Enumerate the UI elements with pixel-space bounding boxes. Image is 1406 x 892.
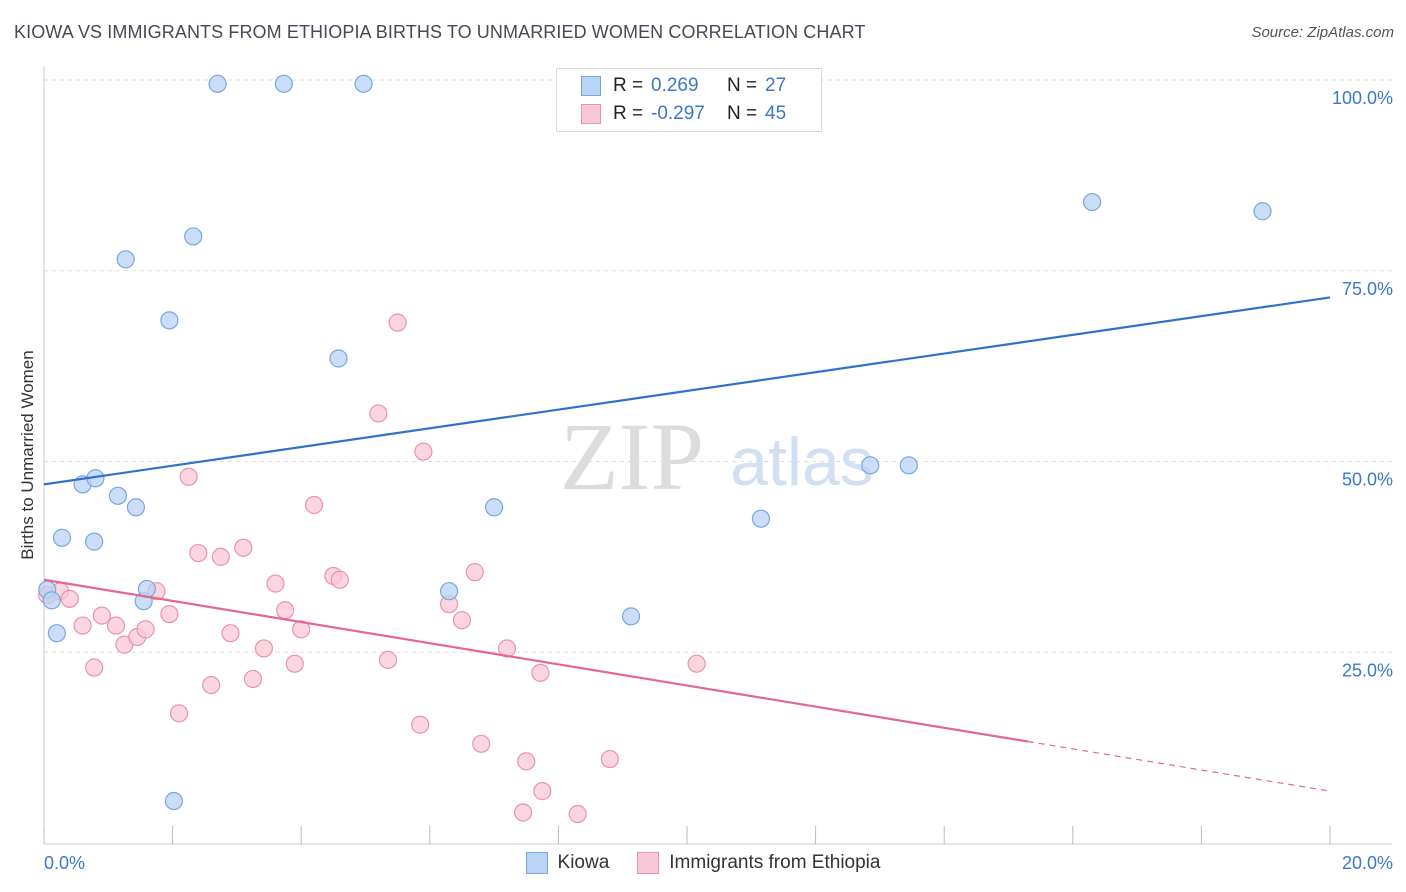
ethiopia-point <box>330 570 349 589</box>
ethiopia-point <box>160 604 179 624</box>
legend-row-kiowa: R = 0.269 N = 27 <box>581 74 786 98</box>
legend-n-label: N = <box>727 103 758 124</box>
ethiopia-point <box>221 624 240 643</box>
kiowa-point <box>126 498 146 517</box>
kiowa-point <box>751 509 771 528</box>
chart-title: KIOWA VS IMMIGRANTS FROM ETHIOPIA BIRTHS… <box>14 22 866 42</box>
kiowa-point <box>899 456 918 475</box>
kiowa-point <box>42 591 61 610</box>
ethiopia-point <box>202 675 221 695</box>
legend-row-ethiopia: R = -0.297 N = 45 <box>581 102 786 126</box>
ethiopia-point <box>179 467 198 486</box>
kiowa-point <box>47 624 66 643</box>
correlation-legend: R = 0.269 N = 27 R = -0.297 N = 45 <box>556 68 822 132</box>
source-label: Source: ZipAtlas.com <box>1251 24 1394 41</box>
legend-label-kiowa: Kiowa <box>557 852 610 873</box>
ethiopia-point <box>169 704 189 723</box>
kiowa-point <box>354 74 373 93</box>
ethiopia-point <box>452 611 472 630</box>
legend-n-value: 45 <box>765 103 787 124</box>
ethiopia-swatch <box>581 104 601 124</box>
kiowa-point <box>861 456 880 475</box>
ethiopia-point <box>285 654 304 673</box>
ethiopia-swatch <box>637 852 660 874</box>
ethiopia-point <box>568 804 587 824</box>
ethiopia-point <box>304 495 324 515</box>
kiowa-point <box>164 791 183 811</box>
ethiopia-point <box>388 313 407 332</box>
ethiopia-point <box>369 404 388 423</box>
legend-n-label: N = <box>727 75 758 96</box>
ethiopia-point <box>85 658 104 677</box>
ethiopia-point <box>533 782 552 801</box>
ethiopia-point <box>60 589 79 608</box>
ethiopia-point <box>92 606 111 625</box>
kiowa-point <box>116 250 135 269</box>
kiowa-swatch <box>581 76 601 96</box>
ethiopia-point <box>513 803 533 822</box>
kiowa-point <box>1253 202 1272 221</box>
kiowa-point <box>184 227 203 246</box>
legend-n-value: 27 <box>765 75 787 96</box>
ethiopia-point <box>292 620 311 639</box>
y-tick-label: 50.0% <box>1342 470 1393 490</box>
kiowa-point <box>485 498 504 517</box>
ethiopia-point <box>378 650 398 669</box>
legend-r-label: R = <box>613 103 644 124</box>
ethiopia-point <box>211 547 230 566</box>
ethiopia-point <box>517 752 536 771</box>
series-legend: Kiowa Immigrants from Ethiopia <box>0 852 1406 874</box>
ethiopia-point <box>472 734 491 753</box>
x-tick-label: 0.0% <box>44 853 85 873</box>
kiowa-point <box>1082 192 1102 212</box>
ethiopia-point <box>411 715 430 734</box>
ethiopia-trend-line <box>43 578 1028 743</box>
kiowa-point <box>160 311 179 330</box>
legend-r-label: R = <box>613 75 644 96</box>
kiowa-point <box>85 532 104 551</box>
kiowa-swatch <box>525 852 548 874</box>
ethiopia-point <box>531 663 550 682</box>
kiowa-point <box>208 74 227 93</box>
ethiopia-point <box>243 669 263 689</box>
kiowa-trend-line <box>43 296 1331 486</box>
watermark: ZIP atlas <box>560 403 874 510</box>
x-tick-label: 20.0% <box>1342 853 1393 873</box>
ethiopia-point <box>136 620 155 639</box>
ethiopia-trend-extension <box>1027 740 1331 792</box>
kiowa-point <box>52 528 72 547</box>
legend-r-value: -0.297 <box>651 103 705 124</box>
legend-item-ethiopia: Immigrants from Ethiopia <box>637 852 880 874</box>
ethiopia-point <box>106 616 126 635</box>
legend-item-kiowa: Kiowa <box>525 852 610 874</box>
kiowa-point <box>274 74 293 93</box>
legend-r-value: 0.269 <box>651 75 699 96</box>
ethiopia-point <box>189 543 208 563</box>
kiowa-point <box>329 349 348 368</box>
ethiopia-point <box>234 538 253 557</box>
ethiopia-point <box>465 563 484 582</box>
legend-label-ethiopia: Immigrants from Ethiopia <box>669 852 881 873</box>
ethiopia-point <box>687 654 706 673</box>
watermark-atlas: atlas <box>730 424 874 500</box>
ethiopia-point <box>73 616 92 635</box>
watermark-zip: ZIP <box>560 403 704 510</box>
kiowa-point <box>621 607 641 626</box>
ethiopia-point <box>276 601 295 620</box>
y-tick-label: 75.0% <box>1342 279 1393 299</box>
y-tick-label: 25.0% <box>1342 660 1393 680</box>
ethiopia-point <box>600 749 619 769</box>
kiowa-point <box>439 582 459 601</box>
ethiopia-point <box>414 442 433 461</box>
ethiopia-point <box>254 639 274 658</box>
y-tick-label: 100.0% <box>1332 88 1393 108</box>
kiowa-point <box>108 486 128 505</box>
ethiopia-point <box>266 574 285 593</box>
